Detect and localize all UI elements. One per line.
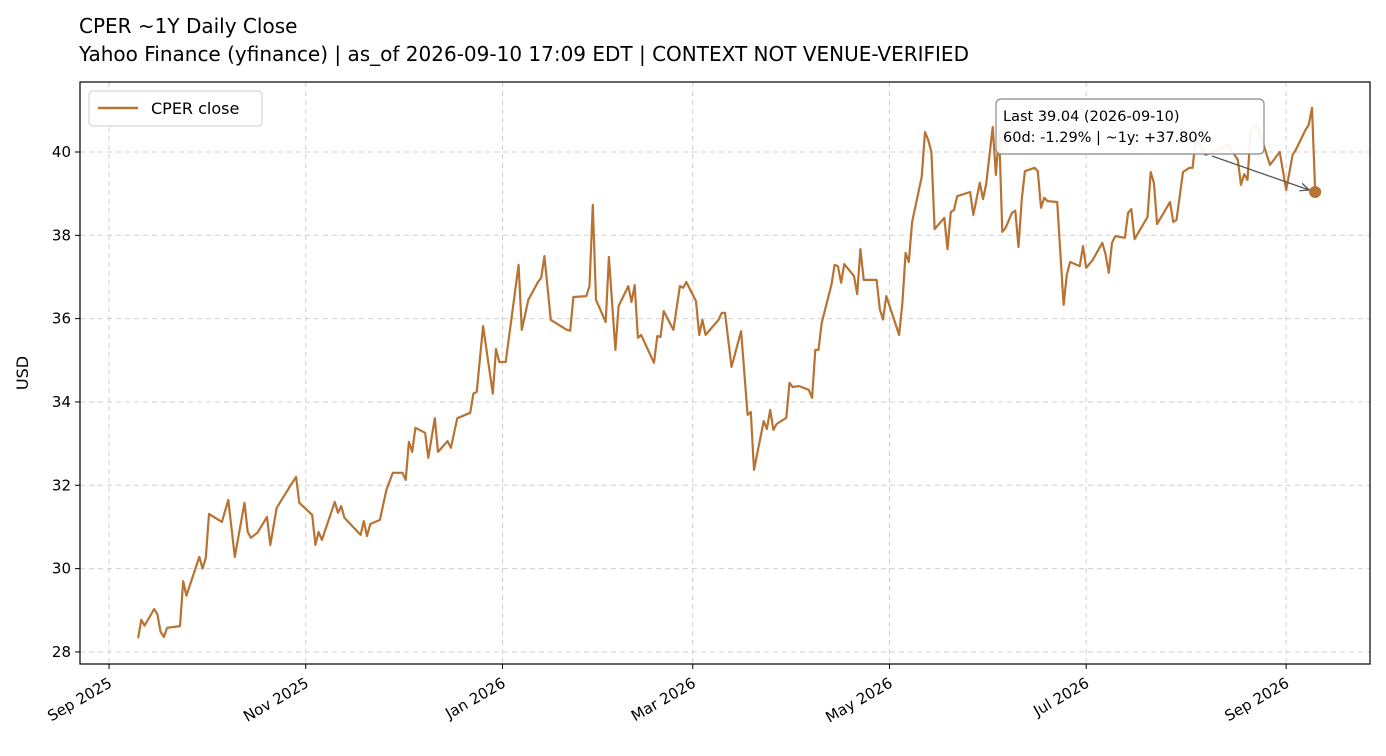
annotation-box bbox=[995, 98, 1265, 155]
x-tick-label: Jan 2026 bbox=[441, 674, 508, 723]
y-tick-label: 32 bbox=[52, 476, 71, 494]
chart-title: CPER ~1Y Daily Close bbox=[79, 14, 297, 38]
annotation-text: 60d: -1.29% | ~1y: +37.80% bbox=[1003, 130, 1211, 146]
x-tick-label: Jul 2026 bbox=[1029, 674, 1092, 721]
x-tick-label: May 2026 bbox=[822, 674, 895, 727]
y-tick-label: 30 bbox=[52, 560, 71, 578]
y-axis-label: USD bbox=[13, 356, 32, 390]
y-tick-label: 38 bbox=[52, 226, 71, 244]
y-tick-label: 28 bbox=[52, 643, 71, 661]
annotation-text: Last 39.04 (2026-09-10) bbox=[1003, 109, 1180, 125]
y-tick-label: 36 bbox=[52, 310, 71, 328]
y-tick-label: 34 bbox=[52, 393, 71, 411]
y-tick-label: 40 bbox=[52, 143, 71, 161]
legend-box bbox=[88, 90, 263, 127]
price-line bbox=[137, 106, 1317, 639]
x-tick-label: Nov 2025 bbox=[240, 674, 312, 726]
last-point bbox=[1309, 185, 1322, 198]
plot-frame bbox=[79, 81, 1371, 665]
chart-subtitle: Yahoo Finance (yfinance) | as_of 2026-09… bbox=[78, 42, 969, 66]
annotation-arrow bbox=[1211, 155, 1309, 190]
x-tick-label: Mar 2026 bbox=[628, 674, 699, 725]
x-tick-label: Sep 2026 bbox=[1221, 674, 1292, 725]
plot-area bbox=[80, 82, 1370, 664]
legend-label: CPER close bbox=[151, 99, 239, 118]
x-tick-label: Sep 2025 bbox=[44, 674, 115, 725]
